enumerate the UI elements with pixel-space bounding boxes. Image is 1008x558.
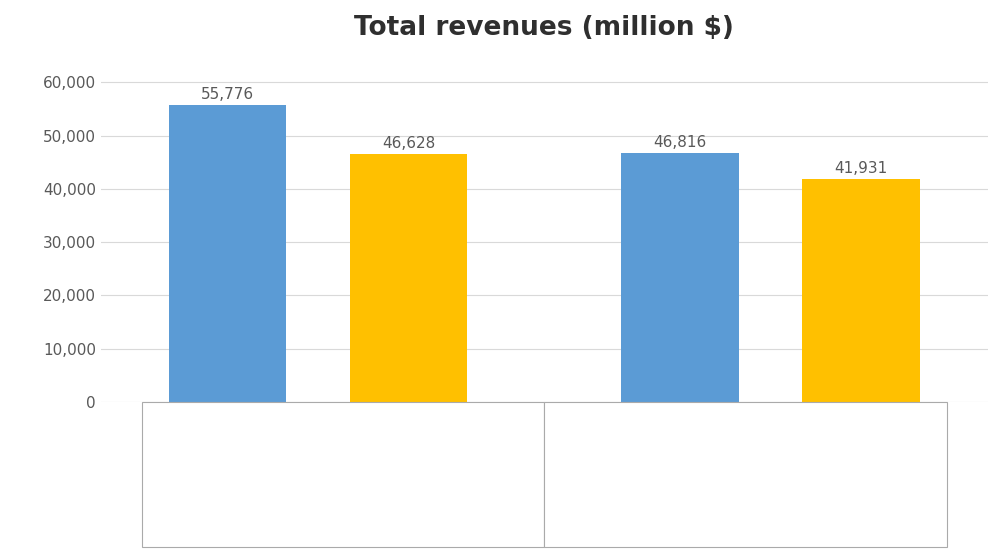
Text: 41,931: 41,931 xyxy=(835,161,888,176)
Text: Airbus: Airbus xyxy=(744,512,797,530)
Text: 55,776: 55,776 xyxy=(201,87,254,102)
Bar xyxy=(802,179,920,402)
Text: 46,628: 46,628 xyxy=(382,136,435,151)
Text: 46,816: 46,816 xyxy=(653,135,707,150)
Bar xyxy=(168,105,286,402)
Text: 3Q 2023: 3Q 2023 xyxy=(195,449,260,464)
Bar xyxy=(350,153,468,402)
Title: Total revenues (million $): Total revenues (million $) xyxy=(355,15,734,41)
Bar xyxy=(621,152,739,402)
Text: Boeing: Boeing xyxy=(289,512,347,530)
Text: 3Q 2022: 3Q 2022 xyxy=(376,449,442,464)
Text: 3Q 2022: 3Q 2022 xyxy=(829,449,894,464)
Text: 3Q 2023: 3Q 2023 xyxy=(647,449,713,464)
